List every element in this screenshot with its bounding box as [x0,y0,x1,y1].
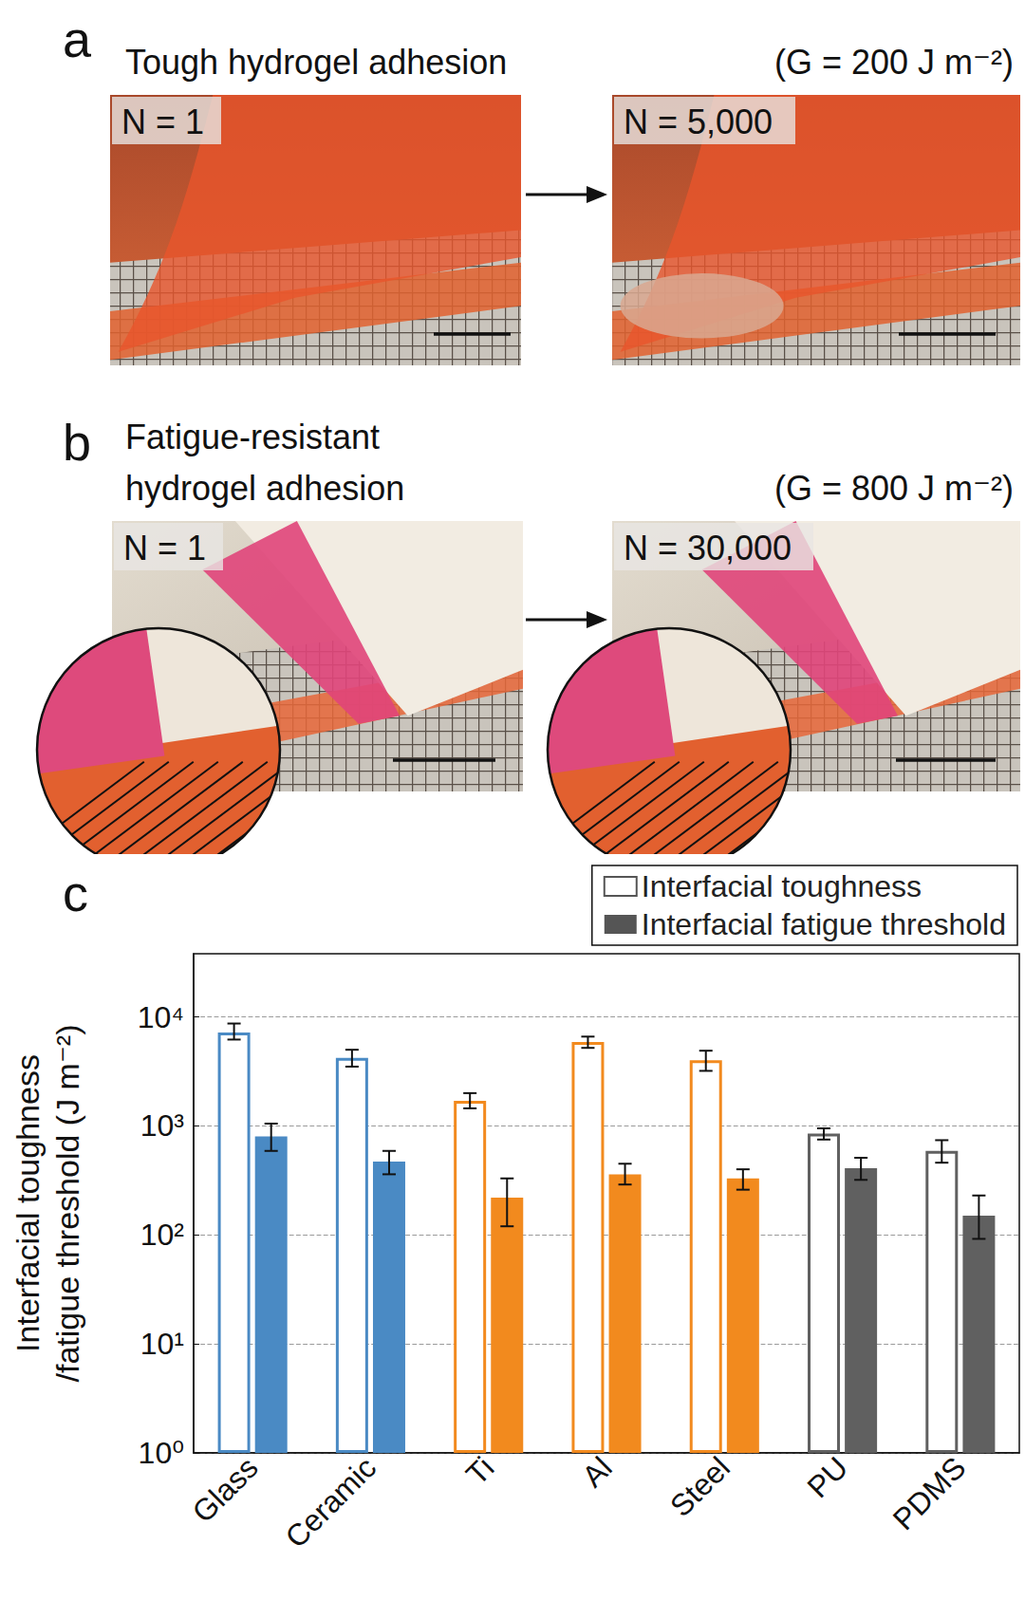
svg-text:Interfacial toughness: Interfacial toughness [9,1054,46,1353]
svg-text:N = 1: N = 1 [121,102,205,142]
svg-text:N = 1: N = 1 [123,528,206,568]
svg-text:10⁰: 10⁰ [138,1435,185,1471]
svg-text:Steel: Steel [663,1450,737,1524]
svg-text:N = 30,000: N = 30,000 [623,528,792,568]
svg-text:b: b [62,413,92,471]
svg-text:Ti: Ti [459,1450,501,1491]
svg-text:(G = 200 J m⁻²): (G = 200 J m⁻²) [774,42,1014,82]
svg-text:Ceramic: Ceramic [278,1450,383,1555]
svg-text:Tough hydrogel adhesion: Tough hydrogel adhesion [125,42,507,82]
svg-text:10⁴: 10⁴ [137,1000,185,1035]
svg-text:N = 5,000: N = 5,000 [623,102,773,142]
svg-text:/fatigue threshold (J m⁻²): /fatigue threshold (J m⁻²) [49,1025,86,1383]
svg-text:Fatigue-resistant: Fatigue-resistant [125,417,380,457]
svg-text:c: c [62,864,89,922]
svg-text:10²: 10² [140,1217,186,1252]
svg-text:Glass: Glass [186,1450,265,1529]
svg-text:Interfacial toughness: Interfacial toughness [641,869,922,904]
svg-text:a: a [62,10,93,68]
svg-text:Interfacial fatigue threshold: Interfacial fatigue threshold [641,907,1007,942]
svg-text:10¹: 10¹ [140,1326,185,1361]
svg-text:PDMS: PDMS [886,1450,973,1537]
svg-text:hydrogel adhesion: hydrogel adhesion [125,468,405,508]
svg-text:10³: 10³ [140,1108,186,1143]
svg-text:PU: PU [800,1450,855,1505]
svg-text:Al: Al [575,1450,619,1494]
svg-text:(G = 800 J m⁻²): (G = 800 J m⁻²) [774,468,1014,508]
